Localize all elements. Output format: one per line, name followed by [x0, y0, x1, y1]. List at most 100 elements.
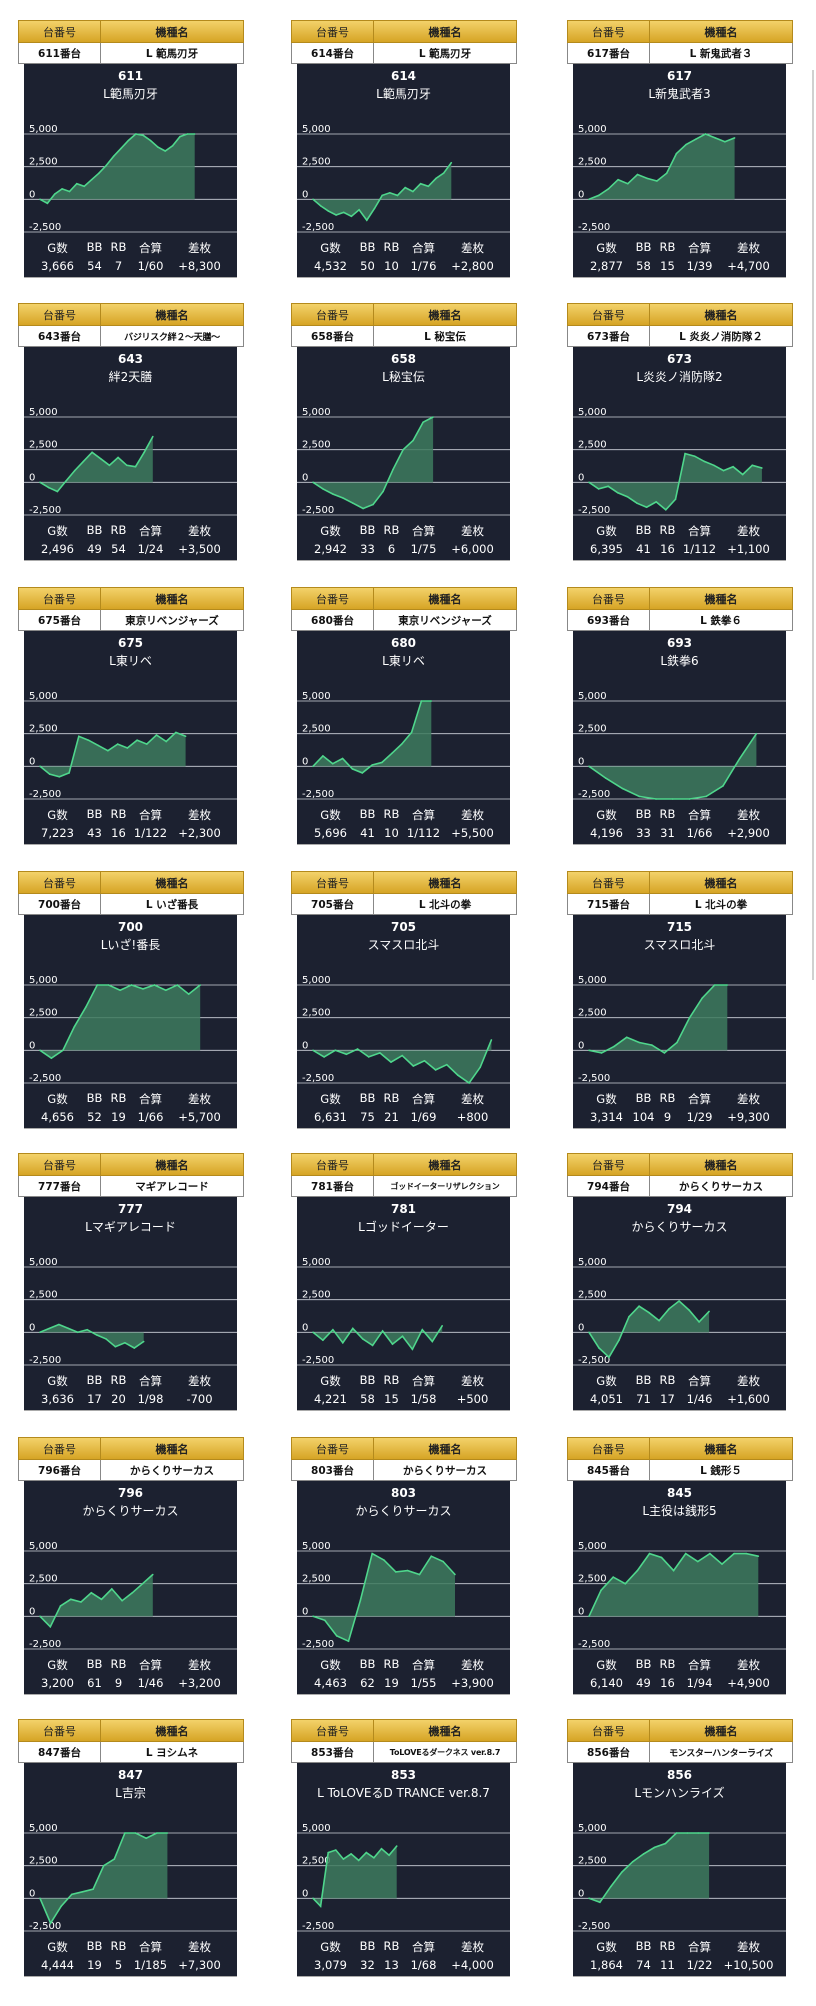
data-point: [664, 1052, 666, 1054]
stat-label-diff: 差枚: [445, 1939, 501, 1955]
machine-card[interactable]: 台番号 機種名 845番台 L 銭形５ 5,000 2,500 0 -2,500 84…: [567, 1437, 793, 1702]
machine-card[interactable]: 台番号 機種名 614番台 L 範馬刃牙 5,000 2,500 0 -2,500 6…: [291, 20, 517, 285]
slump-graph-panel[interactable]: 5,000 2,500 0 -2,500 705 スマスロ北斗 G数 BB RB 合算…: [297, 915, 510, 1129]
stat-diff: +7,300: [172, 1958, 228, 1972]
data-point: [320, 1905, 322, 1907]
machine-model: L 北斗の拳: [374, 894, 516, 914]
data-point: [145, 1837, 147, 1839]
data-point: [124, 1342, 126, 1344]
slump-graph-panel[interactable]: 5,000 2,500 0 -2,500 700 Lいざ!番長 G数 BB RB 合算…: [24, 915, 237, 1129]
slump-graph-panel[interactable]: 5,000 2,500 0 -2,500 777 Lマギアレコード G数 BB RB …: [24, 1197, 237, 1411]
card-header: 台番号 機種名: [18, 1437, 244, 1460]
y-tick-label: 0: [29, 189, 35, 200]
machine-card[interactable]: 台番号 機種名 643番台 バジリスク絆２～天膳～ 5,000 2,500 0 -2,…: [18, 303, 244, 568]
data-point: [672, 798, 674, 800]
data-point: [348, 1640, 350, 1642]
stat-games: 6,395: [583, 542, 631, 556]
stat-label-combined: 合算: [679, 1939, 721, 1955]
data-point: [714, 137, 716, 139]
panel-model: L東リベ: [24, 652, 237, 669]
data-point: [443, 172, 445, 174]
slump-graph-panel[interactable]: 5,000 2,500 0 -2,500 794 からくりサーカス G数 BB RB …: [573, 1197, 786, 1411]
slump-graph-panel[interactable]: 5,000 2,500 0 -2,500 617 L新鬼武者3 G数 BB RB 合算…: [573, 64, 786, 278]
data-point: [142, 135, 144, 137]
data-point: [39, 1050, 41, 1052]
data-point: [76, 183, 78, 185]
machine-card[interactable]: 台番号 機種名 715番台 L 北斗の拳 5,000 2,500 0 -2,500 7…: [567, 871, 793, 1136]
slump-graph-panel[interactable]: 5,000 2,500 0 -2,500 715 スマスロ北斗 G数 BB RB 合算…: [573, 915, 786, 1129]
data-point: [428, 186, 430, 188]
card-info-row: 680番台 東京リベンジャーズ: [291, 610, 517, 631]
slump-graph-panel[interactable]: 5,000 2,500 0 -2,500 803 からくりサーカス G数 BB RB …: [297, 1481, 510, 1695]
data-point: [622, 788, 624, 790]
machine-number: 705番台: [292, 894, 374, 914]
machine-card[interactable]: 台番号 機種名 617番台 L 新鬼武者３ 5,000 2,500 0 -2,500 …: [567, 20, 793, 285]
slump-graph-panel[interactable]: 5,000 2,500 0 -2,500 680 L東リベ G数 BB RB 合算 差…: [297, 631, 510, 845]
header-model-label: 機種名: [650, 588, 792, 609]
machine-card[interactable]: 台番号 機種名 700番台 L いざ番長 5,000 2,500 0 -2,500 7…: [18, 871, 244, 1136]
data-point: [621, 1871, 623, 1873]
machine-card[interactable]: 台番号 機種名 658番台 L 秘宝伝 5,000 2,500 0 -2,500 65…: [291, 303, 517, 568]
slump-graph-panel[interactable]: 5,000 2,500 0 -2,500 675 L東リベ G数 BB RB 合算 差…: [24, 631, 237, 845]
stat-combined: 1/76: [403, 259, 445, 273]
data-point: [648, 1312, 650, 1314]
data-point: [142, 988, 144, 990]
area-fill: [589, 454, 762, 510]
machine-card[interactable]: 台番号 機種名 794番台 からくりサーカス 5,000 2,500 0 -2,500…: [567, 1153, 793, 1418]
machine-card[interactable]: 台番号 機種名 673番台 L 炎炎ノ消防隊２ 5,000 2,500 0 -2,50…: [567, 303, 793, 568]
data-point: [172, 145, 174, 147]
machine-card[interactable]: 台番号 機種名 847番台 L ヨシムネ 5,000 2,500 0 -2,500 8…: [18, 1719, 244, 1984]
stat-label-rb: RB: [108, 1939, 130, 1955]
slump-graph-panel[interactable]: 5,000 2,500 0 -2,500 781 Lゴッドイーター G数 BB RB …: [297, 1197, 510, 1411]
machine-card[interactable]: 台番号 機種名 853番台 ToLOVEるダークネス ver.8.7 5,000…: [291, 1719, 517, 1984]
machine-card[interactable]: 台番号 機種名 680番台 東京リベンジャーズ 5,000 2,500 0 -2,50…: [291, 587, 517, 852]
machine-card[interactable]: 台番号 機種名 777番台 マギアレコード 5,000 2,500 0 -2,500 …: [18, 1153, 244, 1418]
data-point: [651, 1044, 653, 1046]
data-point: [39, 1898, 41, 1900]
machine-card[interactable]: 台番号 機種名 796番台 からくりサーカス 5,000 2,500 0 -2,500…: [18, 1437, 244, 1702]
machine-card[interactable]: 台番号 機種名 705番台 L 北斗の拳 5,000 2,500 0 -2,500 7…: [291, 871, 517, 1136]
y-tick-label: 5,000: [29, 1257, 58, 1268]
data-point: [697, 1832, 699, 1834]
stat-bb: 58: [355, 1392, 381, 1406]
data-point: [107, 750, 109, 752]
slump-graph-panel[interactable]: 5,000 2,500 0 -2,500 693 L鉄拳6 G数 BB RB 合算 差…: [573, 631, 786, 845]
header-number-label: 台番号: [19, 304, 101, 325]
slump-graph-panel[interactable]: 5,000 2,500 0 -2,500 853 L ToLOVEるD TRANCE …: [297, 1763, 510, 1977]
data-point: [312, 482, 314, 484]
slump-graph-panel[interactable]: 5,000 2,500 0 -2,500 856 Lモンハンライズ G数 BB RB …: [573, 1763, 786, 1977]
machine-card[interactable]: 台番号 機種名 856番台 モンスターハンターライズ 5,000 2,500 0 -2…: [567, 1719, 793, 1984]
data-point: [685, 144, 687, 146]
machine-card[interactable]: 台番号 機種名 693番台 L 鉄拳６ 5,000 2,500 0 -2,500 69…: [567, 587, 793, 852]
slump-graph-panel[interactable]: 5,000 2,500 0 -2,500 643 絆2天膳 G数 BB RB 合算 差…: [24, 347, 237, 561]
slump-graph-panel[interactable]: 5,000 2,500 0 -2,500 796 からくりサーカス G数 BB RB …: [24, 1481, 237, 1695]
data-point: [108, 984, 110, 986]
stat-bb: 17: [82, 1392, 108, 1406]
header-model-label: 機種名: [101, 1720, 243, 1741]
scrollbar[interactable]: [812, 70, 814, 980]
slump-graph-panel[interactable]: 5,000 2,500 0 -2,500 845 L主役は銭形5 G数 BB RB 合…: [573, 1481, 786, 1695]
slump-graph-panel[interactable]: 5,000 2,500 0 -2,500 614 L範馬刃牙 G数 BB RB 合算 …: [297, 64, 510, 278]
panel-number: 614: [297, 69, 510, 83]
machine-card[interactable]: 台番号 機種名 803番台 からくりサーカス 5,000 2,500 0 -2,500…: [291, 1437, 517, 1702]
data-point: [80, 1601, 82, 1603]
slump-graph-panel[interactable]: 5,000 2,500 0 -2,500 673 L炎炎ノ消防隊2 G数 BB RB …: [573, 347, 786, 561]
machine-number: 611番台: [19, 43, 101, 63]
stat-label-rb: RB: [381, 1091, 403, 1107]
data-point: [381, 1848, 383, 1850]
data-point: [627, 183, 629, 185]
slump-graph-panel[interactable]: 5,000 2,500 0 -2,500 611 L範馬刃牙 G数 BB RB 合算 …: [24, 64, 237, 278]
machine-card[interactable]: 台番号 機種名 675番台 東京リベンジャーズ 5,000 2,500 0 -2,50…: [18, 587, 244, 852]
data-point: [588, 482, 590, 484]
slump-graph-panel[interactable]: 5,000 2,500 0 -2,500 847 L吉宗 G数 BB RB 合算 差枚…: [24, 1763, 237, 1977]
header-number-label: 台番号: [292, 1438, 374, 1459]
data-point: [342, 758, 344, 760]
machine-card[interactable]: 台番号 機種名 611番台 L 範馬刃牙 5,000 2,500 0 -2,500 6…: [18, 20, 244, 285]
machine-card[interactable]: 台番号 機種名 781番台 ゴッドイーターリザレクション 5,000 2,500 0…: [291, 1153, 517, 1418]
data-point: [39, 1616, 41, 1618]
data-point: [372, 504, 374, 506]
data-point: [441, 1325, 443, 1327]
data-point: [332, 763, 334, 765]
panel-model: L範馬刃牙: [297, 85, 510, 102]
slump-graph-panel[interactable]: 5,000 2,500 0 -2,500 658 L秘宝伝 G数 BB RB 合算 差…: [297, 347, 510, 561]
